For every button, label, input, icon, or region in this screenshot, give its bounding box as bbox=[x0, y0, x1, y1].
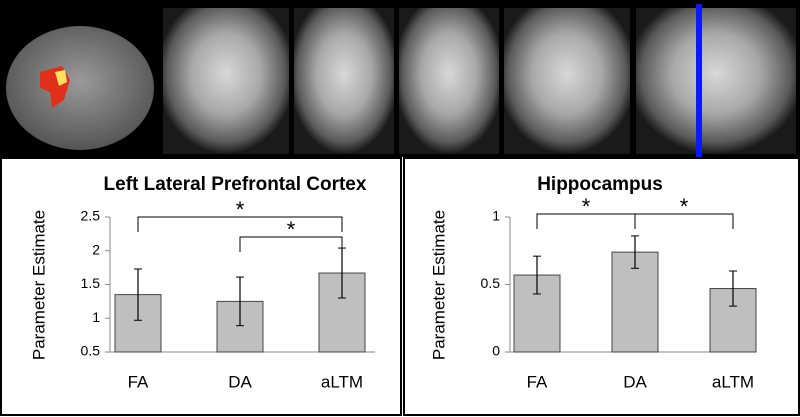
activation bbox=[55, 70, 67, 86]
significance-bracket bbox=[137, 216, 343, 232]
y-tick-label: 1.5 bbox=[81, 275, 101, 291]
y-tick-label: 1 bbox=[92, 309, 100, 325]
y-tick-label: 2.5 bbox=[81, 208, 101, 224]
slice-marker bbox=[696, 4, 702, 157]
bar bbox=[611, 251, 659, 353]
x-tick-label: FA bbox=[128, 372, 149, 391]
significance-label: * bbox=[236, 197, 245, 222]
coronal-slice bbox=[399, 8, 499, 154]
chart-title: Hippocampus bbox=[537, 174, 663, 195]
surface-rendering bbox=[6, 26, 154, 150]
x-tick-label: aLTM bbox=[321, 372, 363, 391]
x-tick-label: aLTM bbox=[712, 372, 754, 391]
y-tick-label: 0.5 bbox=[81, 343, 101, 359]
brain-images bbox=[0, 0, 800, 157]
panel-border bbox=[403, 157, 800, 416]
significance-label: * bbox=[287, 217, 296, 242]
y-axis-label: Parameter Estimate bbox=[429, 210, 448, 360]
x-tick-label: DA bbox=[228, 372, 252, 391]
x-tick-label: FA bbox=[527, 372, 548, 391]
coronal-slice bbox=[163, 8, 289, 154]
significance-label: * bbox=[680, 194, 689, 219]
panel-border bbox=[0, 157, 402, 416]
sagittal-slice bbox=[636, 8, 796, 154]
y-tick-label: 0.5 bbox=[481, 275, 501, 291]
y-tick-label: 0 bbox=[492, 343, 500, 359]
significance-bracket bbox=[239, 236, 343, 252]
x-tick-label: DA bbox=[623, 372, 647, 391]
significance-bracket bbox=[634, 213, 734, 229]
y-axis-label: Parameter Estimate bbox=[29, 210, 48, 360]
coronal-slice bbox=[504, 8, 630, 154]
y-tick-label: 2 bbox=[92, 241, 100, 257]
y-tick-label: 1 bbox=[492, 208, 500, 224]
coronal-slice bbox=[294, 8, 394, 154]
significance-label: * bbox=[582, 194, 591, 219]
chart-title: Left Lateral Prefrontal Cortex bbox=[104, 174, 367, 195]
